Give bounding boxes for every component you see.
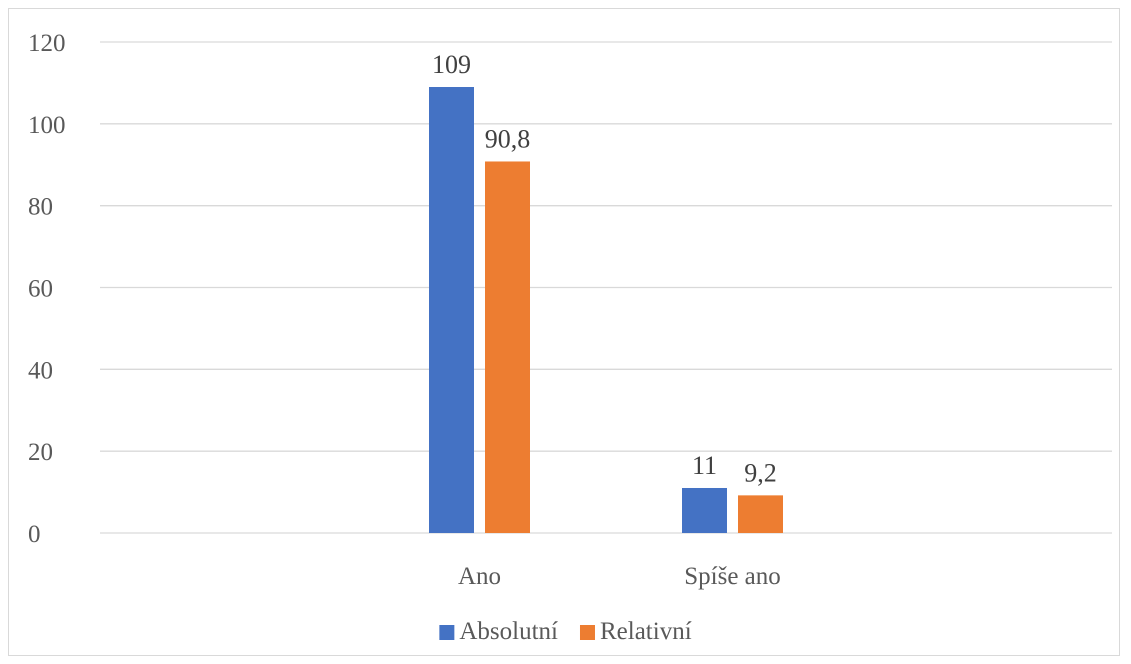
legend-swatch <box>439 625 455 640</box>
y-tick-label: 100 <box>28 112 66 139</box>
legend-label: Absolutní <box>459 618 558 645</box>
data-labels: 109 90,8 11 9,2 <box>432 50 777 487</box>
legend-swatch <box>579 625 595 640</box>
y-tick-label: 60 <box>28 276 53 303</box>
x-axis-ticks: Ano Spíše ano <box>458 563 781 590</box>
bar-relativní-2 <box>738 495 783 533</box>
bar-absolutní-2 <box>682 487 727 533</box>
x-tick-label: Spíše ano <box>684 563 781 590</box>
y-tick-label: 20 <box>28 439 53 466</box>
gridlines <box>100 41 1112 534</box>
legend-item: Absolutní <box>439 618 558 645</box>
legend-label: Relativní <box>600 618 692 645</box>
y-tick-label: 80 <box>28 194 53 221</box>
x-tick-label: Ano <box>458 563 501 590</box>
y-tick-label: 40 <box>28 357 53 384</box>
bars <box>429 87 783 533</box>
y-tick-label: 120 <box>28 30 66 57</box>
data-label: 90,8 <box>485 124 531 153</box>
legend: Absolutní Relativní <box>439 618 692 645</box>
data-label: 109 <box>432 50 471 79</box>
data-label: 11 <box>692 451 717 480</box>
chart-frame <box>8 8 1120 656</box>
y-axis-ticks: 0 20 40 60 80 100 120 <box>28 30 66 548</box>
data-label: 9,2 <box>744 458 777 487</box>
legend-item: Relativní <box>579 618 692 645</box>
bar-absolutní-1 <box>429 87 474 533</box>
bar-relativní-1 <box>485 161 530 533</box>
y-tick-label: 0 <box>28 521 41 548</box>
